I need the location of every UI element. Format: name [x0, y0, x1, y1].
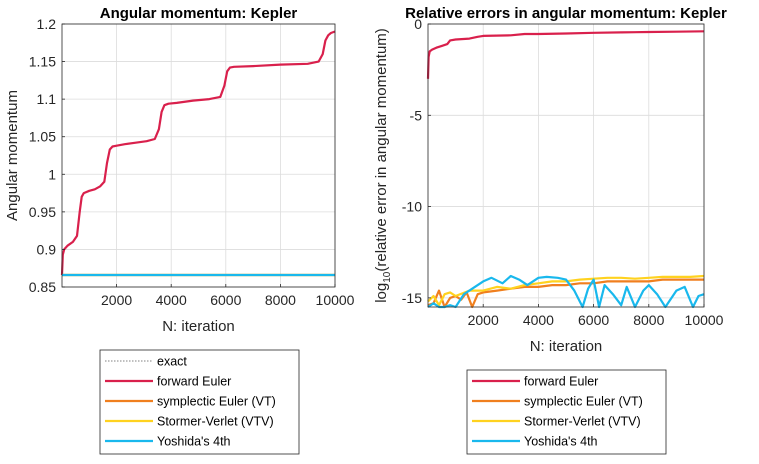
legend-label: forward Euler: [524, 375, 598, 389]
y-tick-label: 0: [414, 16, 422, 32]
series-line-symplectic-euler-vt: [427, 278, 704, 309]
legend-label: symplectic Euler (VT): [524, 395, 643, 409]
y-tick-label: 1.15: [29, 54, 56, 70]
x-tick-label: 6000: [210, 292, 241, 308]
ticks-right: 2000 4000 6000 8000 10000 -15 -10 -5 0: [402, 16, 724, 328]
x-tick-label: 10000: [685, 312, 724, 328]
chart-title-right: Relative errors in angular momentum: Kep…: [405, 5, 727, 22]
y-tick-label: 0.85: [29, 279, 56, 295]
axes-box-left: [61, 23, 336, 288]
legend-label: symplectic Euler (VT): [157, 395, 276, 409]
y-axis-label-left: Angular momentum: [4, 90, 21, 221]
x-tick-label: 4000: [156, 292, 187, 308]
x-tick-label: 8000: [265, 292, 296, 308]
series-line-forward-euler: [426, 30, 705, 79]
y-tick-label: 1.1: [37, 91, 57, 107]
x-tick-label: 6000: [578, 312, 609, 328]
y-axis-label-rest: (relative error in angular momentum): [373, 28, 390, 271]
legend-label: Stormer-Verlet (VTV): [157, 415, 274, 429]
legend-right: forward Euler symplectic Euler (VT) Storme…: [466, 369, 667, 455]
x-tick-label: 8000: [633, 312, 664, 328]
legend-label: Yoshida's 4th: [157, 435, 231, 449]
series-left: [60, 30, 336, 277]
y-tick-label: 0.9: [37, 241, 57, 257]
series-line-forward-euler: [60, 30, 336, 276]
y-tick-label: -15: [402, 290, 422, 306]
x-tick-label: 2000: [101, 292, 132, 308]
y-tick-label: 0.95: [29, 204, 56, 220]
legend-label: Yoshida's 4th: [524, 435, 598, 449]
y-axis-label-sub: 10: [382, 271, 393, 283]
y-axis-label-right: log10(relative error in angular momentum…: [373, 28, 393, 303]
chart-title-left: Angular momentum: Kepler: [100, 5, 298, 22]
series-line-stormer-verlet-vtv: [427, 274, 705, 307]
legend-label: Stormer-Verlet (VTV): [524, 415, 641, 429]
ticks-left: 2000 4000 6000 8000 10000 0.85 0.9 0.95 1 1.05 1.1…: [29, 16, 355, 308]
x-axis-label-left: N: iteration: [162, 318, 235, 335]
relative-error-plot: 2000 4000 6000 8000 10000 -15 -10 -5 0 Relative …: [373, 5, 727, 355]
y-tick-label: 1.2: [37, 16, 57, 32]
x-tick-label: 2000: [468, 312, 499, 328]
angular-momentum-plot: 2000 4000 6000 8000 10000 0.85 0.9 0.95 1 1.05 1.1…: [4, 5, 355, 335]
x-tick-label: 4000: [523, 312, 554, 328]
legend-label: exact: [157, 355, 187, 369]
series-line-yoshida-s-4th: [427, 274, 705, 309]
legend-label: forward Euler: [157, 375, 231, 389]
series-right: [426, 30, 705, 309]
y-axis-label-log: log: [373, 283, 390, 303]
x-axis-label-right: N: iteration: [530, 338, 603, 355]
y-tick-label: -10: [402, 199, 422, 215]
y-tick-label: -5: [410, 107, 423, 123]
legend-left: exact forward Euler symplectic Euler (VT) S…: [99, 349, 300, 455]
y-tick-label: 1: [48, 166, 56, 182]
axes-box-right: [427, 23, 705, 308]
plot-area-right: [428, 24, 704, 307]
x-tick-label: 10000: [316, 292, 355, 308]
y-tick-label: 1.05: [29, 129, 56, 145]
